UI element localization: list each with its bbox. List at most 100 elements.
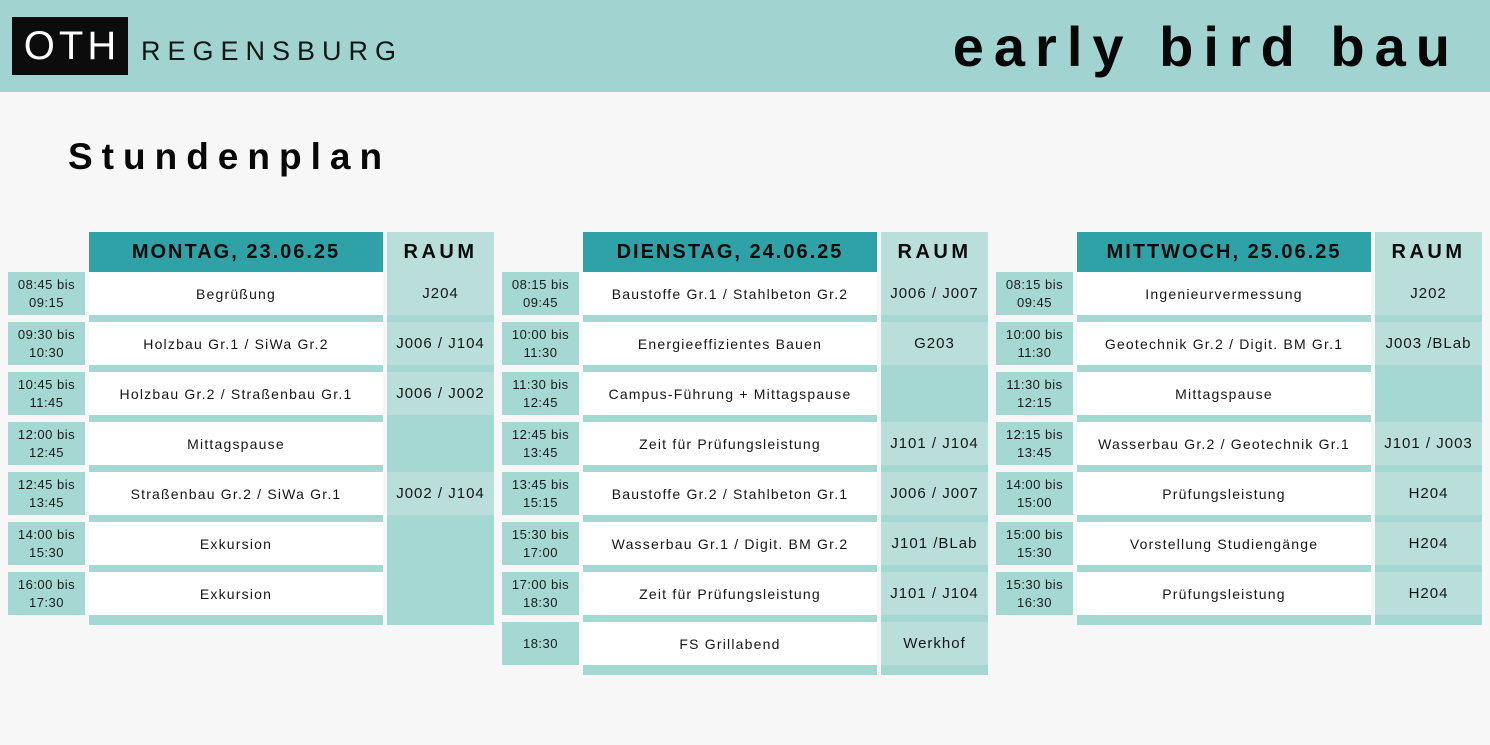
event-cell: Prüfungsleistung <box>1077 572 1371 615</box>
time-slot: 13:45 bis 15:15 <box>502 472 579 515</box>
time-start: 16:00 bis <box>17 576 76 592</box>
room-cell: H204 <box>1375 472 1482 515</box>
time-start: 11:30 bis <box>512 376 569 392</box>
day-column-1: 08:15 bis 09:45 10:00 bis 11:30 11:30 bis 12:… <box>502 232 988 675</box>
time-slot: 12:00 bis 12:45 <box>8 422 85 465</box>
time-slot: 15:30 bis 16:30 <box>996 572 1073 615</box>
time-end: 17:00 <box>522 544 559 560</box>
event-cell: Prüfungsleistung <box>1077 472 1371 515</box>
day-main-column: DIENSTAG, 24.06.25 Baustoffe Gr.1 / Stahl… <box>583 232 877 675</box>
time-start: 08:45 bis <box>17 276 76 292</box>
room-cell: H204 <box>1375 572 1482 615</box>
time-slot: 10:45 bis 11:45 <box>8 372 85 415</box>
time-start: 10:00 bis <box>511 326 570 342</box>
time-start: 09:30 bis <box>17 326 76 342</box>
room-cell: J006 / J007 <box>881 472 988 515</box>
room-cell: J006 / J007 <box>881 272 988 315</box>
time-slot: 12:15 bis 13:45 <box>996 422 1073 465</box>
time-slot: 10:00 bis 11:30 <box>502 322 579 365</box>
time-start: 11:30 bis <box>1006 376 1063 392</box>
event-cell: Vorstellung Studiengänge <box>1077 522 1371 565</box>
day-header: DIENSTAG, 24.06.25 <box>583 232 877 272</box>
room-cell: H204 <box>1375 522 1482 565</box>
time-start: 12:45 bis <box>511 426 570 442</box>
event-cell: Baustoffe Gr.2 / Stahlbeton Gr.1 <box>583 472 877 515</box>
time-start: 12:15 bis <box>1005 426 1064 442</box>
time-start: 15:30 bis <box>511 526 570 542</box>
time-slot: 08:45 bis 09:15 <box>8 272 85 315</box>
program-title: early bird bau <box>952 14 1460 78</box>
room-column: RAUM J204 J006 / J104 J006 / J002 J002 / J10… <box>387 232 494 625</box>
time-slot: 12:45 bis 13:45 <box>8 472 85 515</box>
time-start: 18:30 <box>522 635 559 651</box>
room-cell <box>387 422 494 465</box>
event-cell: Ingenieurvermessung <box>1077 272 1371 315</box>
time-slot: 11:30 bis 12:45 <box>502 372 579 415</box>
logo-subtext: REGENSBURG <box>141 35 404 66</box>
event-cell: FS Grillabend <box>583 622 877 665</box>
room-cell: J006 / J002 <box>387 372 494 415</box>
room-column: RAUM J006 / J007 G203 J101 / J104 J006 / J00… <box>881 232 988 675</box>
time-end: 13:45 <box>28 494 65 510</box>
event-cell: Energieeffizientes Bauen <box>583 322 877 365</box>
time-slot: 09:30 bis 10:30 <box>8 322 85 365</box>
day-header: MITTWOCH, 25.06.25 <box>1077 232 1371 272</box>
time-slot: 10:00 bis 11:30 <box>996 322 1073 365</box>
time-slot: 15:30 bis 17:00 <box>502 522 579 565</box>
time-end: 09:45 <box>1016 294 1053 310</box>
event-cell: Holzbau Gr.1 / SiWa Gr.2 <box>89 322 383 365</box>
time-start: 10:45 bis <box>17 376 76 392</box>
event-cell: Straßenbau Gr.2 / SiWa Gr.1 <box>89 472 383 515</box>
time-end: 15:15 <box>522 494 559 510</box>
time-end: 17:30 <box>28 594 65 610</box>
time-slot: 17:00 bis 18:30 <box>502 572 579 615</box>
time-slot: 08:15 bis 09:45 <box>502 272 579 315</box>
time-end: 12:15 <box>1016 394 1053 410</box>
timetable-board: 08:45 bis 09:15 09:30 bis 10:30 10:45 bis 11:… <box>8 232 1482 675</box>
time-end: 09:45 <box>522 294 559 310</box>
room-cell: J202 <box>1375 272 1482 315</box>
time-start: 12:45 bis <box>17 476 76 492</box>
room-cell <box>387 572 494 615</box>
time-end: 13:45 <box>1016 444 1053 460</box>
event-cell: Mittagspause <box>1077 372 1371 415</box>
event-cell: Wasserbau Gr.2 / Geotechnik Gr.1 <box>1077 422 1371 465</box>
time-end: 13:45 <box>522 444 559 460</box>
time-start: 08:15 bis <box>1005 276 1064 292</box>
time-start: 14:00 bis <box>1005 476 1064 492</box>
time-slot: 14:00 bis 15:30 <box>8 522 85 565</box>
event-cell: Geotechnik Gr.2 / Digit. BM Gr.1 <box>1077 322 1371 365</box>
room-header: RAUM <box>881 232 988 272</box>
time-column: 08:15 bis 09:45 10:00 bis 11:30 11:30 bis 12:… <box>996 232 1073 622</box>
room-cell: J101 / J003 <box>1375 422 1482 465</box>
room-cell: J006 / J104 <box>387 322 494 365</box>
room-cell: J002 / J104 <box>387 472 494 515</box>
oth-logo-text: OTH <box>23 24 121 68</box>
room-cell: J101 / J104 <box>881 572 988 615</box>
header-banner: OTH REGENSBURG early bird bau <box>0 0 1490 92</box>
time-end: 16:30 <box>1016 594 1053 610</box>
room-cell: J101 / J104 <box>881 422 988 465</box>
room-cell: G203 <box>881 322 988 365</box>
time-start: 12:00 bis <box>17 426 76 442</box>
time-column: 08:45 bis 09:15 09:30 bis 10:30 10:45 bis 11:… <box>8 232 85 622</box>
room-cell: J003 /BLab <box>1375 322 1482 365</box>
time-start: 15:30 bis <box>1005 576 1064 592</box>
time-end: 11:45 <box>29 394 64 410</box>
event-cell: Wasserbau Gr.1 / Digit. BM Gr.2 <box>583 522 877 565</box>
day-column-2: 08:15 bis 09:45 10:00 bis 11:30 11:30 bis 12:… <box>996 232 1482 625</box>
time-slot: 14:00 bis 15:00 <box>996 472 1073 515</box>
day-header: MONTAG, 23.06.25 <box>89 232 383 272</box>
time-start: 13:45 bis <box>511 476 570 492</box>
time-end: 15:00 <box>1016 494 1053 510</box>
event-cell: Begrüßung <box>89 272 383 315</box>
event-cell: Zeit für Prüfungsleistung <box>583 422 877 465</box>
room-header: RAUM <box>387 232 494 272</box>
room-column: RAUM J202 J003 /BLab J101 / J003 H204 H204 H20… <box>1375 232 1482 625</box>
room-header: RAUM <box>1375 232 1482 272</box>
time-slot: 15:00 bis 15:30 <box>996 522 1073 565</box>
event-cell: Mittagspause <box>89 422 383 465</box>
time-column: 08:15 bis 09:45 10:00 bis 11:30 11:30 bis 12:… <box>502 232 579 672</box>
time-end: 12:45 <box>28 444 65 460</box>
room-cell <box>387 522 494 565</box>
